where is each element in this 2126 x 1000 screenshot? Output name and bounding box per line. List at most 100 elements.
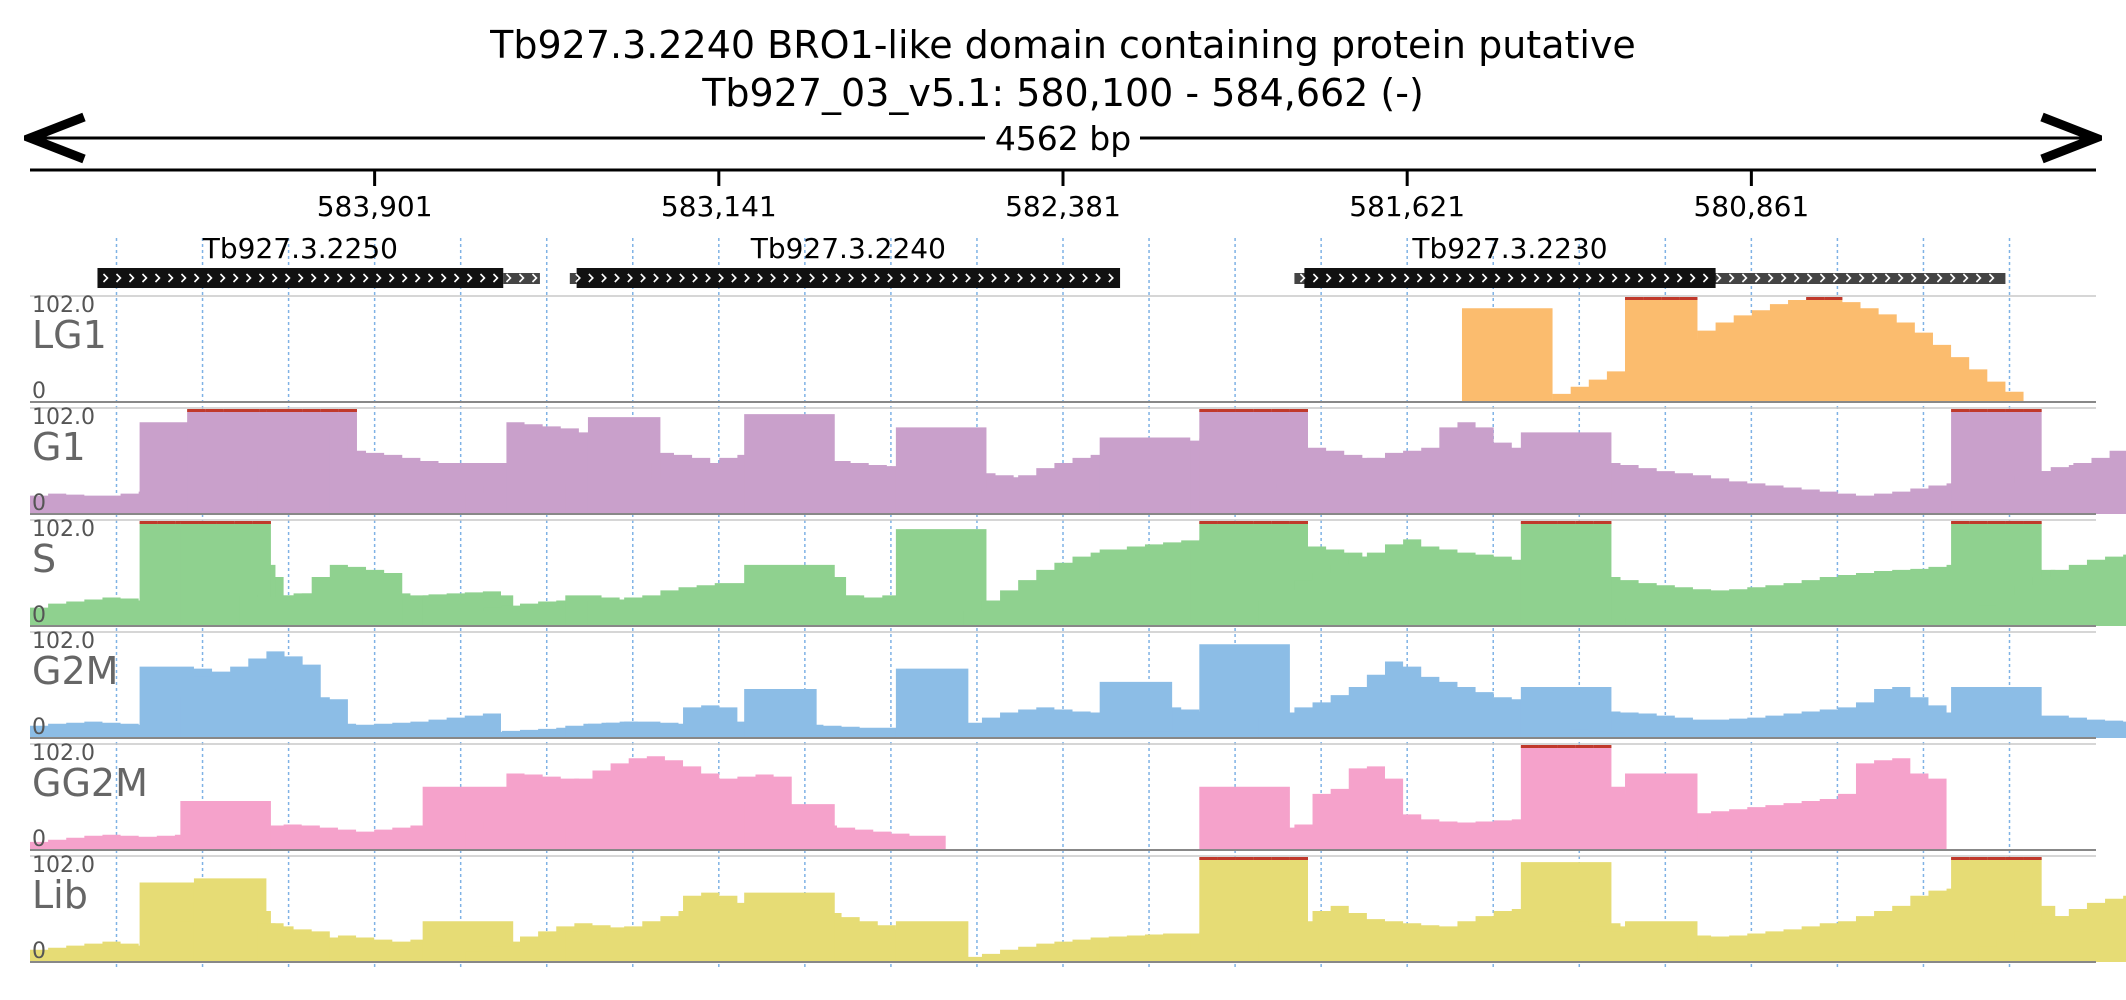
- clip-marker: [2005, 521, 2024, 524]
- clip-marker: [1575, 745, 1594, 748]
- track-ymax-label: 102.0: [32, 517, 95, 542]
- strand-arrows: [1299, 273, 1995, 283]
- coverage-area: [895, 529, 987, 626]
- coverage-tracks: 102.0LG10102.0G10102.0S0102.0G2M0102.0GG…: [30, 293, 2126, 964]
- clip-marker: [1625, 297, 1644, 300]
- clip-marker: [1289, 409, 1309, 412]
- gene-cds: [97, 268, 504, 288]
- coverage-area: [744, 564, 835, 626]
- coverage-area: [1625, 617, 1698, 626]
- coverage-area: [744, 804, 835, 850]
- clip-marker: [1557, 745, 1576, 748]
- coverage-area: [1099, 681, 1173, 738]
- coverage-area: [257, 923, 330, 962]
- coverage-area: [1520, 687, 1612, 738]
- track-ymax-label: 102.0: [32, 853, 95, 878]
- gene-label: Tb927.3.2240: [750, 232, 946, 265]
- gene-cds: [576, 268, 1121, 288]
- clip-marker: [1987, 521, 2006, 524]
- clip-marker: [1520, 745, 1539, 748]
- coverage-area: [193, 878, 267, 962]
- clip-marker: [1969, 857, 1988, 860]
- coverage-area: [1258, 862, 2092, 962]
- track-ymax-label: 102.0: [32, 405, 95, 430]
- clip-marker: [1824, 297, 1843, 300]
- coverage-area: [180, 801, 271, 850]
- track-name: LG1: [32, 313, 107, 357]
- track-ymin-label: 0: [32, 939, 46, 964]
- gene-model: Tb927.3.2250: [97, 232, 540, 288]
- clip-marker: [1987, 409, 2006, 412]
- clip-marker: [338, 409, 357, 412]
- tick-label: 581,621: [1349, 190, 1465, 223]
- coverage-area: [1199, 644, 1290, 738]
- coverage-area: [1258, 539, 2110, 626]
- clip-marker: [1951, 857, 1970, 860]
- coverage-area: [1625, 725, 1698, 738]
- clip-marker: [2023, 521, 2042, 524]
- coverage-area: [1978, 460, 2126, 514]
- clip-marker: [1235, 409, 1254, 412]
- clip-marker: [1557, 521, 1576, 524]
- track-ymax-label: 102.0: [32, 293, 95, 318]
- span-label: 4562 bp: [995, 119, 1131, 158]
- clip-marker: [302, 409, 321, 412]
- clip-marker: [1951, 521, 1970, 524]
- clip-marker: [157, 521, 176, 524]
- clip-marker: [252, 521, 271, 524]
- clip-marker: [205, 409, 224, 412]
- tick-label: 582,381: [1005, 190, 1121, 223]
- coverage-area: [744, 414, 835, 514]
- clip-marker: [284, 409, 303, 412]
- axis-ticks: 583,901 583,141 582,381 581,621 580,861: [317, 170, 1809, 223]
- coverage-track: 102.0G1 0: [30, 405, 2126, 516]
- track-name: Lib: [32, 873, 88, 917]
- gene-cds: [1304, 268, 1716, 288]
- track-ymin-label: 0: [32, 379, 46, 404]
- clip-marker: [1643, 297, 1662, 300]
- coverage-area: [1099, 549, 1191, 626]
- tick-label: 580,861: [1693, 190, 1809, 223]
- coverage-area: [1520, 432, 1612, 514]
- coverage-area: [895, 427, 987, 514]
- clip-marker: [198, 521, 217, 524]
- coverage-area: [895, 921, 969, 962]
- clip-marker: [266, 409, 285, 412]
- track-name: G2M: [32, 649, 118, 693]
- clip-marker: [320, 409, 339, 412]
- track-ymin-label: 0: [32, 603, 46, 628]
- track-name: S: [32, 537, 56, 581]
- coverage-area: [1978, 554, 2126, 626]
- clip-marker: [187, 409, 206, 412]
- track-ymax-label: 102.0: [32, 629, 95, 654]
- coverage-area: [1258, 422, 2126, 514]
- clip-marker: [1253, 409, 1272, 412]
- coverage-area: [1625, 921, 1698, 962]
- track-ymin-label: 0: [32, 715, 46, 740]
- coverage-area: [895, 668, 969, 738]
- gene-model: Tb927.3.2230: [1294, 232, 2006, 288]
- clip-marker: [1289, 521, 1309, 524]
- coverage-area: [1625, 298, 1698, 402]
- clip-marker: [1217, 409, 1236, 412]
- coverage-area: [1625, 499, 1716, 514]
- tick-label: 583,141: [661, 190, 777, 223]
- clip-marker: [1271, 857, 1290, 860]
- span-ruler: 4562 bp: [30, 119, 2096, 158]
- clip-marker: [1235, 521, 1254, 524]
- coverage-area: [744, 892, 835, 962]
- clip-marker: [234, 521, 253, 524]
- clip-marker: [1969, 521, 1988, 524]
- clip-marker: [223, 409, 242, 412]
- coverage-area: [239, 564, 403, 626]
- chart-subtitle: Tb927_03_v5.1: 580,100 - 584,662 (-): [701, 71, 1424, 115]
- clip-marker: [1289, 857, 1309, 860]
- clip-marker: [1538, 745, 1558, 748]
- clip-marker: [1217, 857, 1236, 860]
- gene-model: Tb927.3.2240: [569, 232, 1121, 288]
- coverage-area: [1552, 298, 2024, 402]
- clip-marker: [1253, 857, 1272, 860]
